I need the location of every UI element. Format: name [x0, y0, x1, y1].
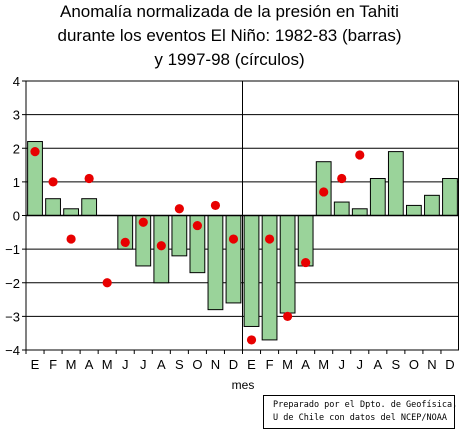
y-tick-labels: 4 3 2 1 0 −1 −2 −3 −4 [5, 74, 26, 358]
data-point [102, 278, 112, 288]
bar [279, 215, 296, 314]
y-tick-label: 1 [13, 175, 20, 190]
chart-title-line-3: y 1997-98 (círculos) [154, 50, 305, 69]
x-tick-label: F [266, 357, 274, 372]
data-point [66, 234, 76, 244]
x-tick-label: J [122, 357, 129, 372]
x-tick-label: J [357, 357, 364, 372]
bar [351, 208, 368, 216]
x-tick-label: M [318, 357, 329, 372]
data-point [30, 147, 40, 157]
bar [424, 194, 440, 216]
x-tick-label: E [247, 357, 256, 372]
x-tick-label: D [229, 357, 238, 372]
data-point [337, 173, 347, 184]
x-tick-label: A [157, 357, 166, 372]
data-point [319, 187, 329, 197]
bar [171, 215, 188, 257]
bar [405, 204, 422, 217]
data-point [264, 234, 275, 244]
x-tick-label: S [392, 357, 401, 372]
bar [225, 215, 242, 304]
x-tick-label: O [192, 357, 202, 372]
data-point [355, 150, 365, 160]
y-tick-label: 3 [13, 108, 20, 123]
data-point [120, 237, 130, 247]
data-point [192, 220, 202, 231]
y-tick-label: −4 [5, 343, 20, 358]
credit-line-1: Preparado por el Dpto. de Geofísica, [273, 400, 458, 410]
x-tick-label: N [427, 357, 436, 372]
data-point [228, 234, 239, 244]
x-tick-label: N [211, 357, 220, 372]
chart-title-line-1: Anomalía normalizada de la presión en Ta… [60, 2, 399, 21]
chart-title-line-2: durante los eventos El Niño: 1982-83 (ba… [57, 26, 402, 45]
data-point [48, 177, 58, 187]
x-tick-label: D [445, 357, 454, 372]
bar [333, 201, 350, 217]
data-point [246, 335, 257, 345]
x-axis-title: mes [232, 378, 255, 392]
y-tick-label: −3 [5, 309, 20, 324]
bar [261, 215, 278, 341]
credit-line-2: U de Chile con datos del NCEP/NOAA [273, 413, 447, 423]
data-point [84, 173, 94, 184]
bar [243, 215, 260, 327]
y-tick-label: 2 [13, 141, 20, 156]
x-tick-label: O [409, 357, 419, 372]
bar [387, 151, 404, 217]
chart-title: Anomalía normalizada de la presión en Ta… [0, 0, 459, 72]
data-point [210, 200, 221, 211]
x-tick-label: M [66, 357, 77, 372]
x-tick-label: J [140, 357, 147, 372]
data-point [174, 204, 184, 214]
x-tick-label: F [49, 357, 57, 372]
bar [81, 198, 98, 216]
x-tick-label: A [301, 357, 310, 372]
x-tick-label: S [175, 357, 184, 372]
data-point [156, 241, 166, 251]
data-point [283, 311, 293, 321]
x-tick-label: E [31, 357, 40, 372]
bar [45, 198, 61, 216]
bar [442, 178, 458, 216]
data-point [301, 257, 311, 268]
bar [369, 178, 386, 216]
y-tick-label: 4 [13, 74, 20, 89]
y-tick-label: −2 [5, 276, 20, 291]
x-tick-label: J [338, 357, 345, 372]
bar [207, 215, 224, 311]
x-tick-label: A [85, 357, 94, 372]
y-tick-label: −1 [5, 242, 20, 257]
x-tick-label: M [102, 357, 113, 372]
credit-box: Preparado por el Dpto. de Geofísica, U d… [263, 395, 458, 429]
y-tick-label: 0 [13, 209, 20, 224]
bar-series [27, 141, 458, 341]
bar [63, 208, 80, 216]
data-point [138, 217, 148, 227]
x-tick-label: M [282, 357, 293, 372]
point-series [30, 147, 365, 345]
x-tick-label: A [373, 357, 382, 372]
